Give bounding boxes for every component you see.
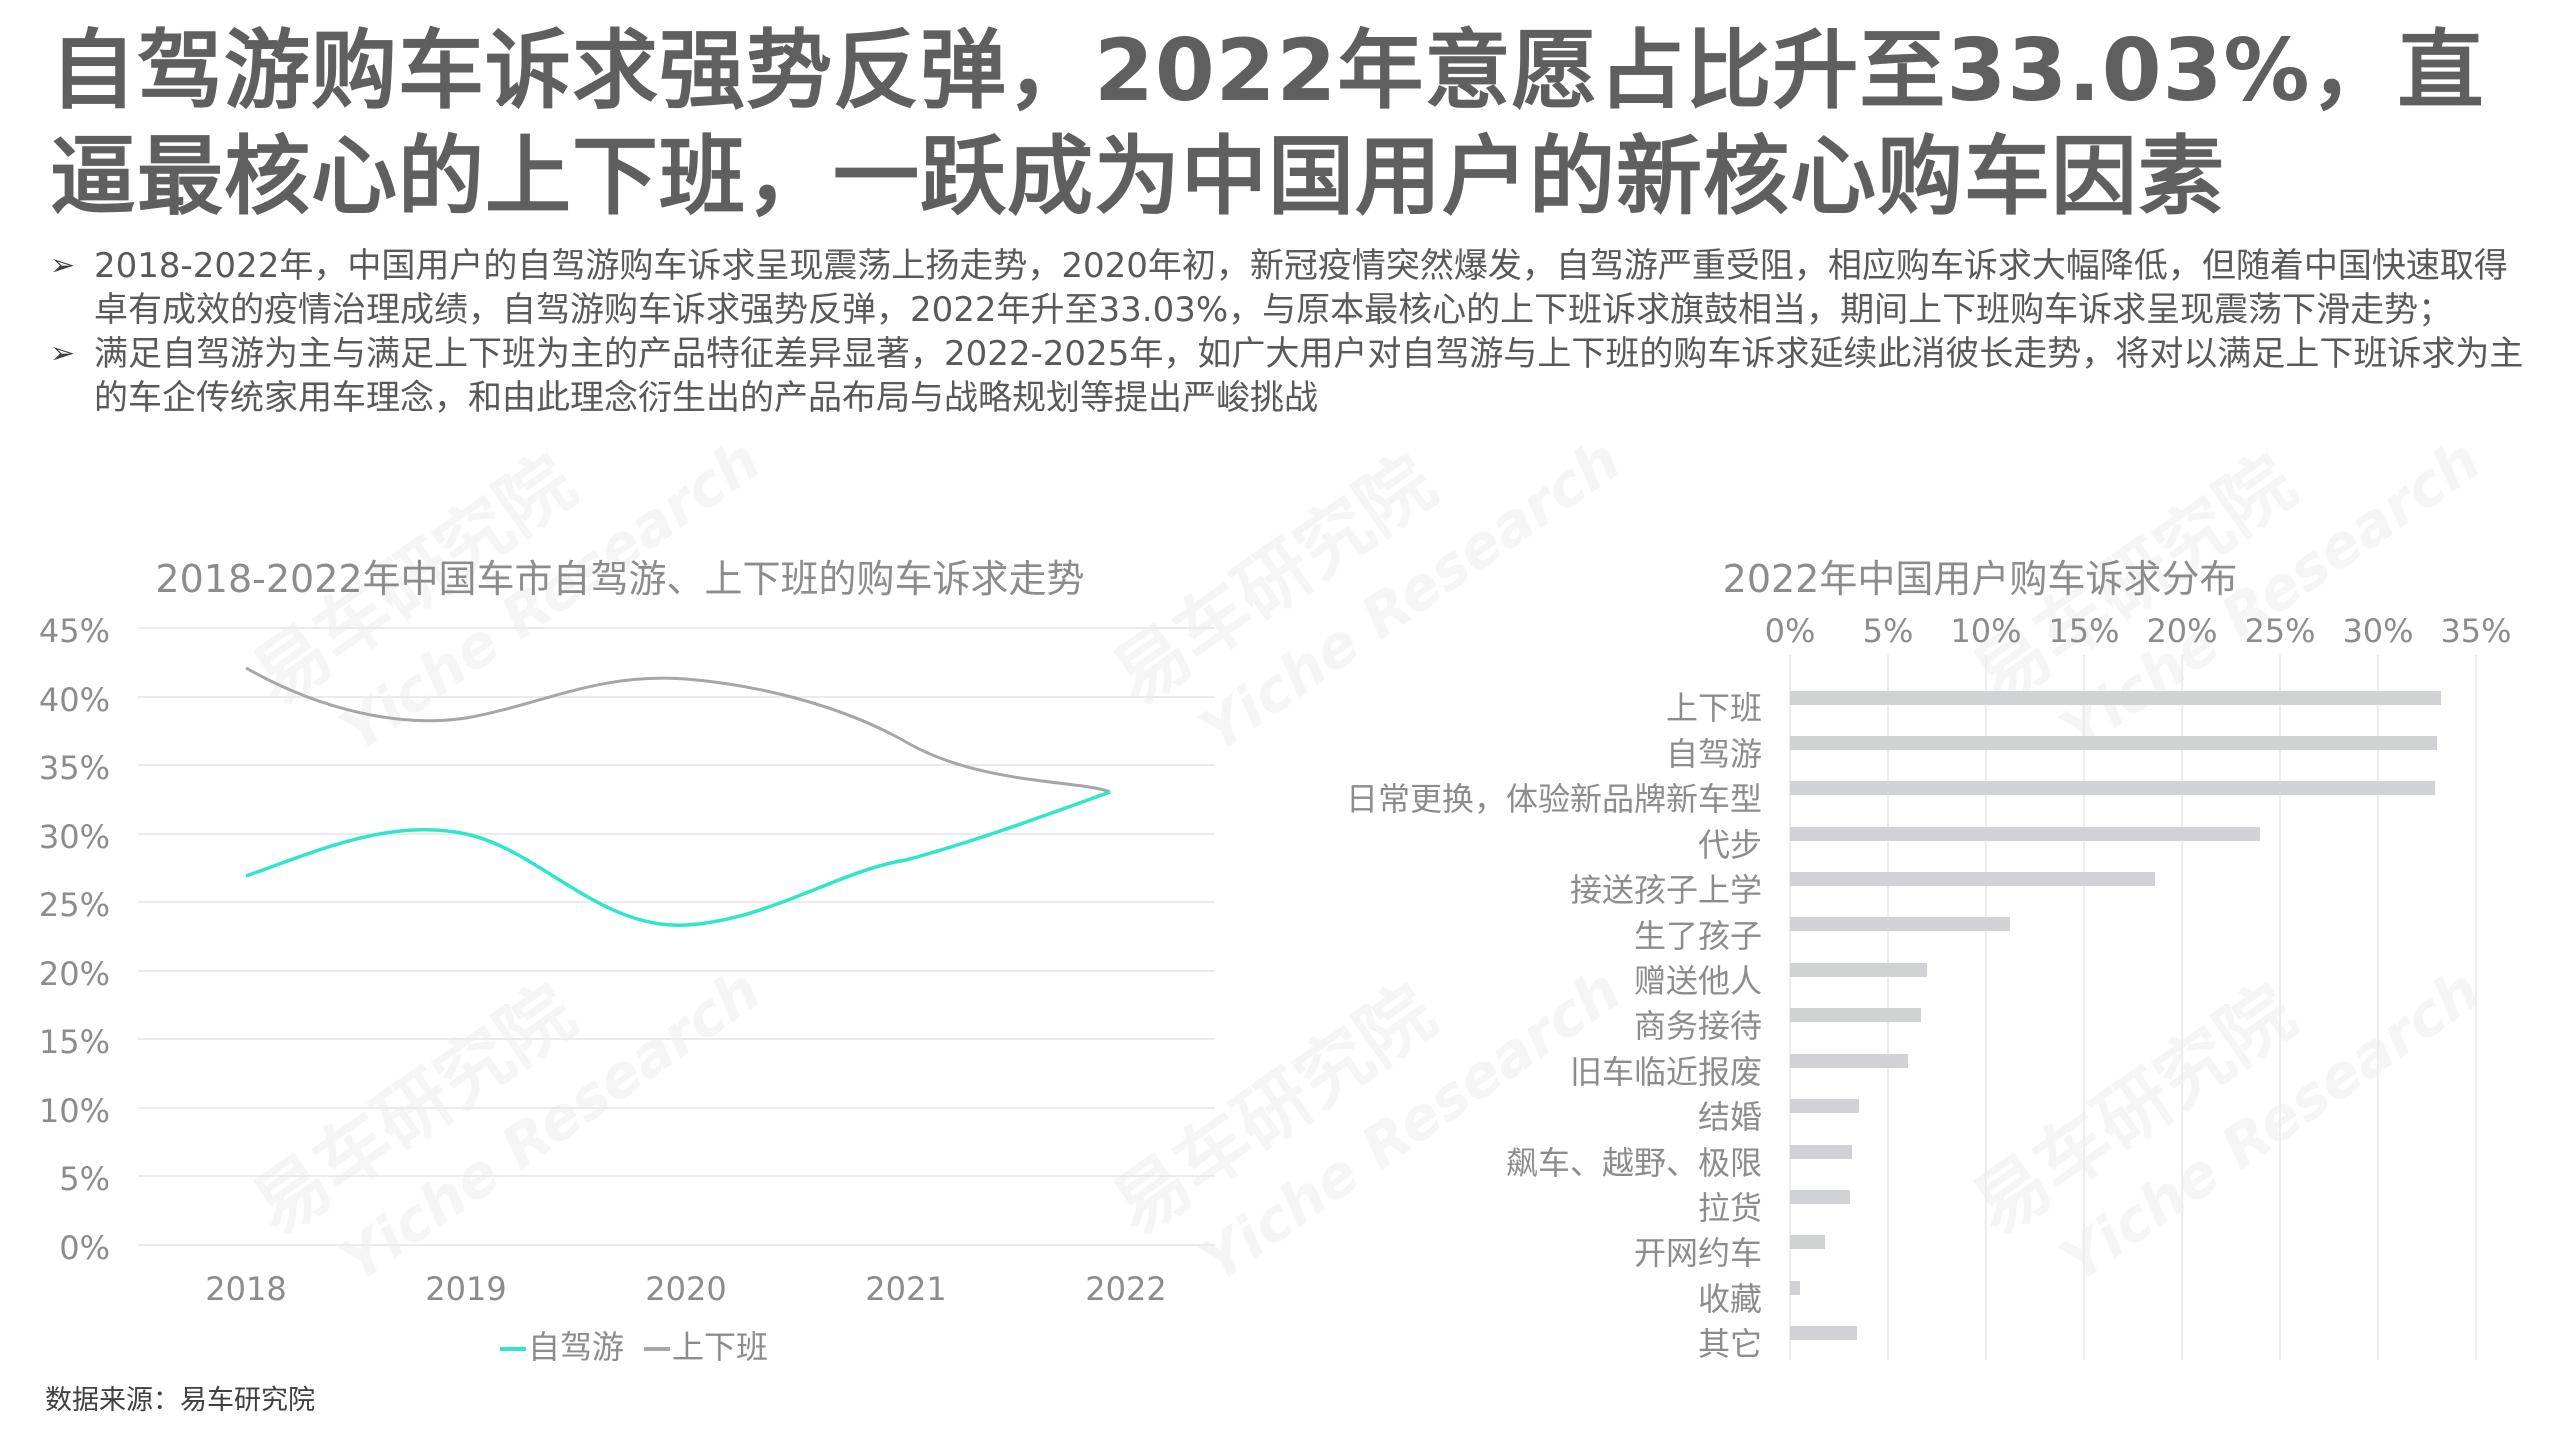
bar (1790, 1008, 1921, 1022)
bar (1790, 1326, 1857, 1340)
bar-label: 开网约车 (1633, 1234, 1762, 1272)
x-tick: 2022 (1085, 1270, 1167, 1308)
legend-item-commute: 上下班 (644, 1322, 768, 1368)
bar (1790, 917, 2010, 931)
bar-chart-title: 2022年中国用户购车诉求分布 (1722, 557, 2238, 601)
bar-label: 赠送他人 (1633, 962, 1762, 1000)
bar (1790, 1190, 1850, 1204)
y-tick: 30% (38, 818, 110, 856)
x-tick: 2018 (205, 1270, 287, 1308)
y-tick: 5% (59, 1160, 110, 1198)
bar-label: 日常更换，体验新品牌新车型 (1345, 780, 1762, 818)
bar (1790, 1099, 1859, 1113)
bar-label: 飙车、越野、极限 (1505, 1144, 1762, 1182)
bar (1790, 1281, 1800, 1295)
x-tick: 35% (2440, 612, 2512, 650)
x-tick: 5% (1862, 612, 1914, 650)
y-tick: 25% (38, 886, 110, 924)
bar (1790, 827, 2260, 841)
legend-item-self-drive: 自驾游 (500, 1322, 624, 1368)
x-tick: 0% (1764, 612, 1816, 650)
bullet-text: 满足自驾游为主与满足上下班为主的产品特征差异显著，2022-2025年，如广大用… (94, 334, 2524, 418)
bullet-item: ➢ 2018-2022年，中国用户的自驾游购车诉求呈现震荡上扬走势，2020年初… (50, 244, 2530, 332)
bar-label: 结婚 (1697, 1098, 1762, 1136)
page-title: 自驾游购车诉求强势反弹，2022年意愿占比升至33.03%，直逼最核心的上下班，… (50, 21, 2485, 227)
bar (1790, 691, 2441, 705)
bar (1790, 1235, 1825, 1249)
bullet-text: 2018-2022年，中国用户的自驾游购车诉求呈现震荡上扬走势，2020年初，新… (94, 246, 2508, 330)
x-tick: 30% (2342, 612, 2414, 650)
bar-label: 接送孩子上学 (1569, 871, 1762, 909)
bar-label: 其它 (1697, 1325, 1762, 1363)
bar (1790, 736, 2437, 750)
bullet-item: ➢ 满足自驾游为主与满足上下班为主的产品特征差异显著，2022-2025年，如广… (50, 332, 2530, 420)
y-tick: 35% (38, 749, 110, 787)
x-tick: 25% (2244, 612, 2316, 650)
bar-label: 生了孩子 (1633, 917, 1762, 955)
legend-swatch-icon (500, 1347, 526, 1351)
y-tick: 40% (38, 681, 110, 719)
legend-swatch-icon (644, 1347, 671, 1351)
y-tick: 0% (59, 1229, 110, 1267)
self-drive-line (245, 790, 1111, 927)
bar-label: 代步 (1697, 826, 1762, 864)
line-chart-legend: 自驾游 上下班 (500, 1322, 768, 1368)
bar (1790, 872, 2155, 886)
bar-label: 拉货 (1697, 1189, 1762, 1227)
bar (1790, 781, 2435, 795)
x-tick: 10% (1950, 612, 2022, 650)
line-chart-title: 2018-2022年中国车市自驾游、上下班的购车诉求走势 (155, 557, 1085, 601)
y-tick: 15% (38, 1023, 110, 1061)
bar-label: 上下班 (1665, 689, 1762, 727)
x-tick: 2021 (865, 1270, 947, 1308)
y-tick: 20% (38, 955, 110, 993)
arrow-bullet-icon: ➢ (50, 248, 76, 283)
arrow-bullet-icon: ➢ (50, 336, 76, 371)
data-source: 数据来源：易车研究院 (45, 1385, 315, 1416)
y-tick: 45% (38, 612, 110, 650)
y-tick: 10% (38, 1092, 110, 1130)
bar-label: 收藏 (1697, 1280, 1762, 1318)
bar (1790, 963, 1927, 977)
bar-label: 自驾游 (1665, 735, 1762, 773)
commute-line (245, 666, 1111, 794)
x-tick: 15% (2048, 612, 2120, 650)
bar (1790, 1054, 1908, 1068)
x-tick: 2020 (645, 1270, 727, 1308)
bullet-list: ➢ 2018-2022年，中国用户的自驾游购车诉求呈现震荡上扬走势，2020年初… (50, 244, 2530, 420)
bar-label: 旧车临近报废 (1569, 1053, 1762, 1091)
x-tick: 2019 (425, 1270, 507, 1308)
bar-label: 商务接待 (1633, 1007, 1762, 1045)
bar (1790, 1145, 1852, 1159)
x-tick: 20% (2146, 612, 2218, 650)
